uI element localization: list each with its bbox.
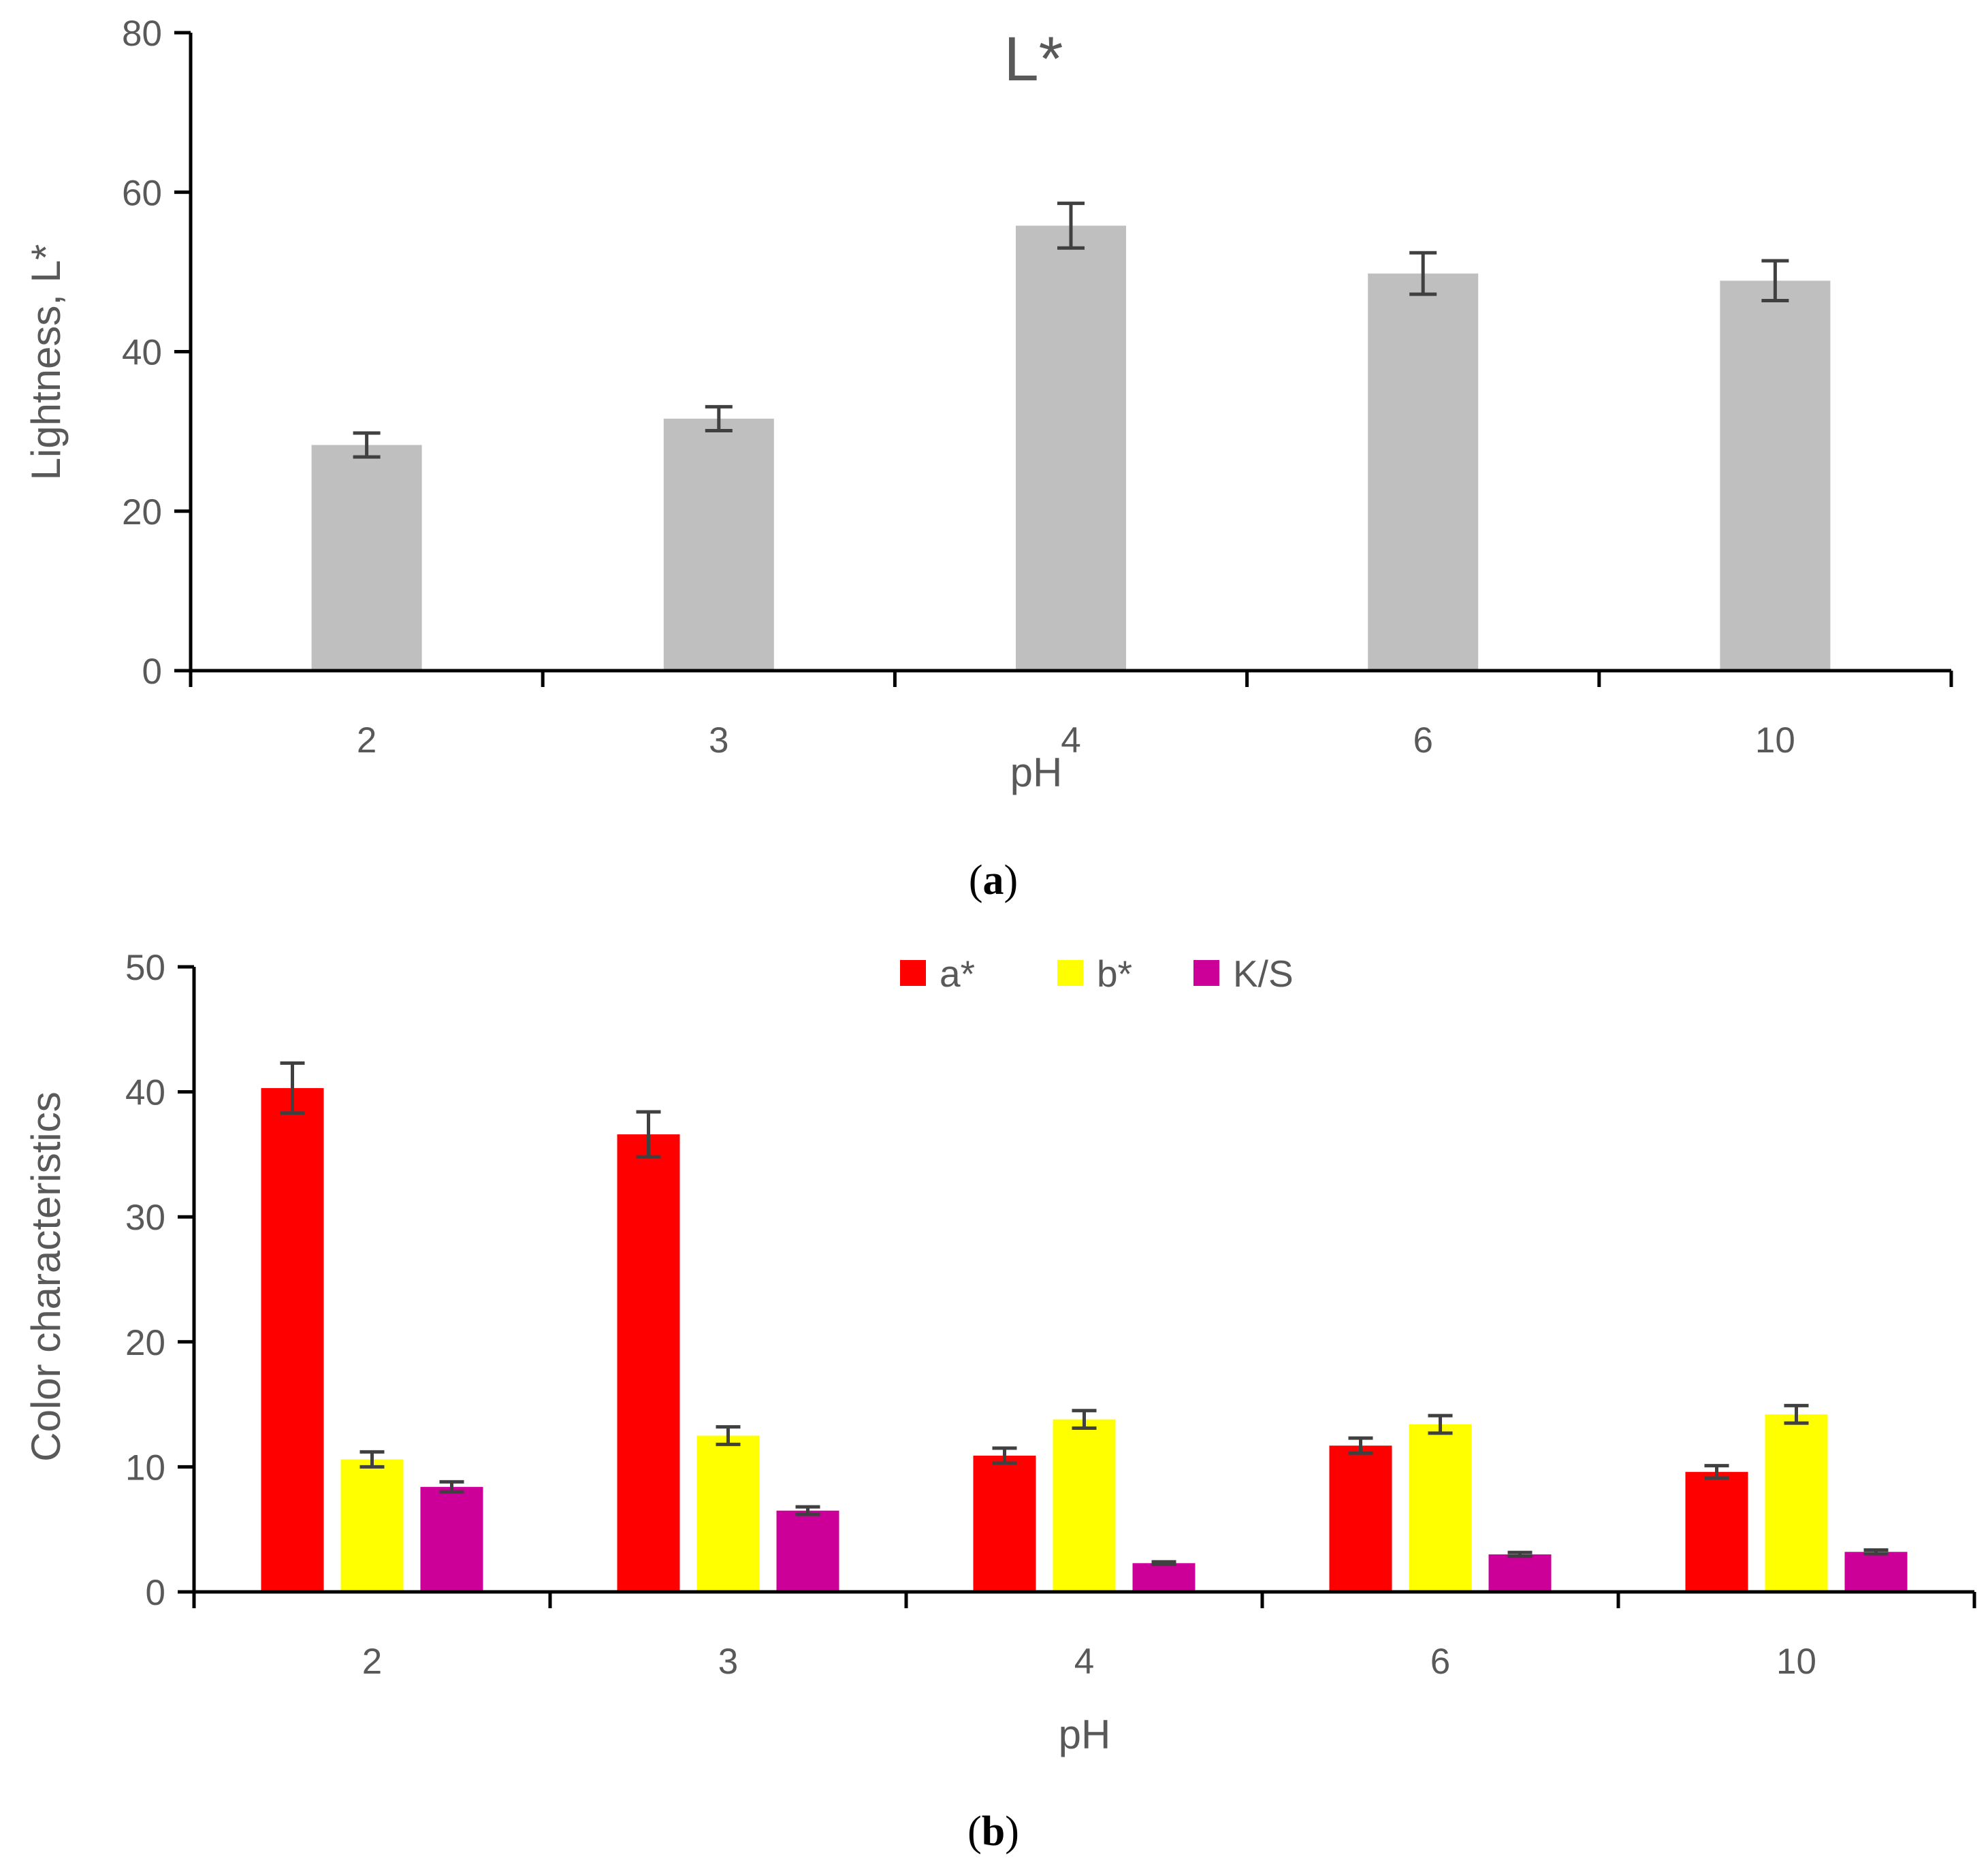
chart-b-legend-label: K/S [1233, 953, 1294, 995]
chart-a-bar [1016, 225, 1126, 671]
chart-b-marks: 0 10 20 30 40 50 2 3 4 6 10 [125, 948, 1976, 1682]
caption-b-close: ) [1005, 1808, 1019, 1855]
chart-b-bar [1132, 1563, 1196, 1592]
chart-b-x-tick-label: 6 [1430, 1642, 1450, 1682]
chart-a-title: L* [1004, 25, 1063, 94]
chart-b-y-tick-label: 30 [125, 1198, 165, 1238]
chart-a-y-tick-label: 20 [122, 492, 162, 532]
chart-a-x-tick-label: 4 [1061, 720, 1080, 761]
chart-a-y-axis-title: Lightness, L* [23, 244, 69, 481]
chart-b-legend-swatch [900, 960, 926, 986]
chart-a-bar [663, 418, 774, 671]
chart-a-bar [1368, 273, 1479, 671]
chart-b-y-tick-label: 40 [125, 1073, 165, 1113]
chart-b-x-tick-label: 10 [1776, 1642, 1816, 1682]
caption-b-open: ( [967, 1808, 982, 1855]
caption-a-open: ( [969, 857, 983, 904]
chart-b-bar [1488, 1554, 1552, 1592]
chart-a-x-tick-label: 10 [1755, 720, 1795, 761]
chart-b-y-axis-title: Color characteristics [23, 1091, 69, 1462]
chart-b-y-tick-label: 0 [146, 1573, 165, 1613]
chart-a-y-tick-label: 60 [122, 173, 162, 213]
caption-b-letter: b [982, 1808, 1005, 1855]
chart-b-bar [1053, 1419, 1116, 1592]
chart-b-color-characteristics: Color characteristics pH a* b* K/S 0 10 20 30… [23, 948, 1976, 1757]
chart-a-x-tick-label: 2 [357, 720, 376, 761]
chart-a-x-axis-title: pH [1010, 750, 1063, 795]
chart-b-legend: a* b* K/S [900, 953, 1294, 995]
chart-b-bar [1685, 1471, 1748, 1592]
chart-a-y-tick-label: 40 [122, 333, 162, 373]
chart-b-bar [776, 1510, 839, 1592]
chart-b-bar [696, 1435, 760, 1592]
chart-b-legend-swatch [1057, 960, 1083, 986]
chart-b-bar [1329, 1445, 1392, 1592]
chart-b-x-tick-label: 3 [718, 1642, 738, 1682]
chart-b-bar [340, 1459, 404, 1592]
chart-a-x-tick-label: 6 [1413, 720, 1432, 761]
chart-b-legend-label: a* [940, 953, 975, 995]
chart-b-bar [973, 1455, 1036, 1592]
chart-b-bar [420, 1486, 483, 1592]
chart-b-legend-swatch [1193, 960, 1219, 986]
chart-a-marks: 0 20 40 60 80 2 3 4 6 10 [122, 14, 1953, 761]
caption-a: (a) [969, 857, 1018, 904]
chart-b-bar [1765, 1414, 1828, 1592]
chart-a-bar [311, 445, 422, 671]
chart-a-x-tick-label: 3 [709, 720, 728, 761]
caption-b: (b) [967, 1808, 1019, 1855]
chart-b-bar [1844, 1552, 1908, 1592]
chart-a-y-tick-label: 0 [142, 652, 162, 692]
chart-b-bar [261, 1088, 324, 1592]
chart-b-x-tick-label: 2 [362, 1642, 382, 1682]
caption-a-close: ) [1004, 857, 1019, 904]
chart-a-lightness: L* Lightness, L* pH 0 20 40 60 80 2 3 4 6 10 [23, 14, 1953, 795]
chart-b-y-tick-label: 20 [125, 1323, 165, 1363]
chart-b-y-tick-label: 10 [125, 1448, 165, 1488]
chart-b-x-tick-label: 4 [1074, 1642, 1094, 1682]
chart-b-y-tick-label: 50 [125, 948, 165, 988]
caption-a-letter: a [983, 857, 1004, 904]
chart-a-bar [1720, 281, 1831, 671]
chart-b-bar [1409, 1424, 1472, 1592]
chart-b-legend-label: b* [1097, 953, 1132, 995]
chart-b-x-axis-title: pH [1059, 1712, 1111, 1757]
chart-b-bar [617, 1134, 680, 1592]
chart-a-y-tick-label: 80 [122, 14, 162, 54]
